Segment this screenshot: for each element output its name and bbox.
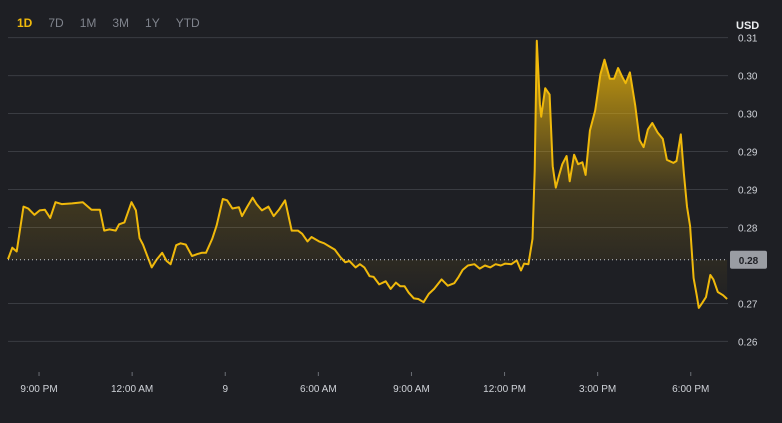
- tab-1y[interactable]: 1Y: [145, 16, 160, 30]
- tab-ytd[interactable]: YTD: [175, 16, 200, 30]
- x-tick-label: 3:00 PM: [579, 384, 616, 395]
- x-tick-label: 9: [222, 384, 228, 395]
- y-tick-label: 0.27: [738, 299, 758, 310]
- tab-1m[interactable]: 1M: [79, 16, 97, 30]
- currency-label: USD: [736, 20, 760, 32]
- tab-3m[interactable]: 3M: [112, 16, 130, 30]
- y-tick-label: 0.28: [738, 223, 758, 234]
- x-tick-label: 9:00 AM: [393, 384, 430, 395]
- x-tick-label: 9:00 PM: [20, 384, 57, 395]
- current-price-badge: [730, 250, 767, 269]
- x-tick-label: 6:00 AM: [300, 384, 337, 395]
- y-tick-label: 0.31: [738, 34, 758, 45]
- tab-1d[interactable]: 1D: [17, 16, 33, 30]
- tab-7d[interactable]: 7D: [48, 16, 64, 30]
- current-price-label: 0.28: [739, 256, 759, 267]
- y-tick-label: 0.29: [738, 186, 758, 197]
- y-tick-label: 0.26: [738, 337, 758, 348]
- time-range-tabs: 1D 7D 1M 3M 1Y YTD: [10, 15, 209, 31]
- x-tick-label: 12:00 PM: [483, 384, 526, 395]
- price-line: [7, 39, 728, 309]
- price-area-fill: [8, 40, 728, 308]
- x-tick-label: 6:00 PM: [672, 384, 709, 395]
- x-tick-label: 12:00 AM: [111, 384, 153, 395]
- y-tick-label: 0.29: [738, 148, 758, 159]
- y-tick-label: 0.30: [738, 72, 758, 83]
- y-tick-label: 0.30: [738, 110, 758, 121]
